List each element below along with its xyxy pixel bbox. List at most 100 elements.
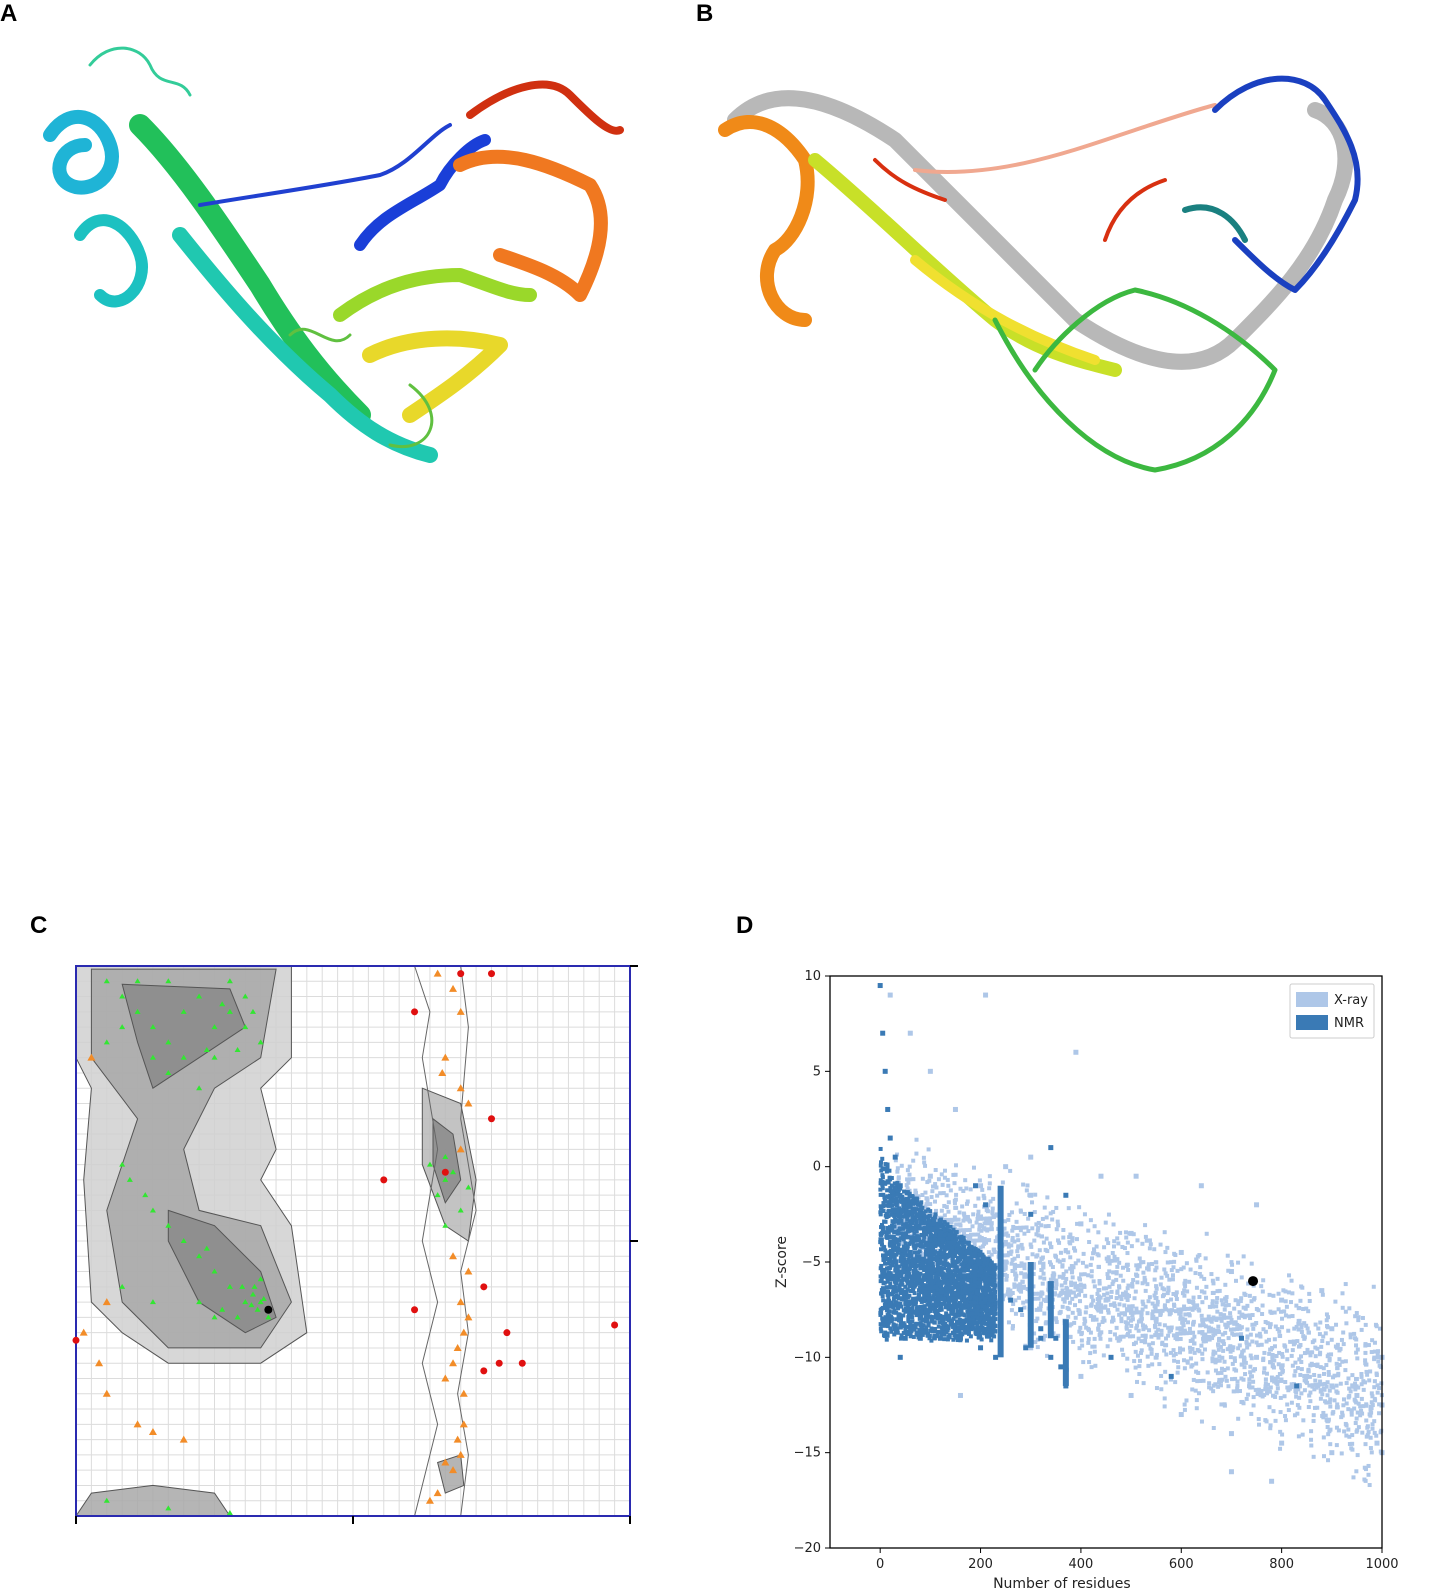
xray-cloud-point (1251, 1395, 1256, 1400)
nmr-cloud-point (957, 1317, 962, 1322)
xray-cloud-point (1378, 1430, 1383, 1435)
nmr-cloud-point (986, 1301, 991, 1306)
xray-cloud-point (1067, 1240, 1072, 1245)
xray-cloud-point (1182, 1293, 1187, 1298)
xray-cloud-point (1199, 1289, 1204, 1294)
xray-cloud-point (1144, 1238, 1149, 1243)
rama-point-allowed (449, 1252, 458, 1260)
xray-cloud-point (1297, 1405, 1302, 1410)
xray-cloud-point (1061, 1272, 1066, 1277)
xray-cloud-point (1356, 1425, 1361, 1430)
nmr-cloud-point (914, 1332, 919, 1337)
xray-cloud-point (1321, 1366, 1326, 1371)
xray-cloud-point (1245, 1327, 1250, 1332)
xray-point (1329, 1450, 1335, 1456)
nmr-cloud-point (879, 1206, 884, 1211)
xray-cloud-point (1377, 1402, 1382, 1407)
xray-cloud-point (1188, 1356, 1193, 1361)
xray-cloud-point (963, 1280, 968, 1285)
nmr-cloud-point (905, 1287, 910, 1292)
nmr-cloud-point (896, 1199, 901, 1204)
xray-cloud-point (1041, 1240, 1046, 1245)
xray-cloud-point (1132, 1296, 1137, 1301)
xray-cloud-point (1207, 1337, 1212, 1342)
nmr-point (892, 1326, 898, 1332)
nmr-cloud-point (993, 1289, 998, 1294)
xray-cloud-point (1092, 1224, 1097, 1229)
xray-cloud-point (1226, 1336, 1231, 1341)
nmr-cloud-point (916, 1292, 921, 1297)
nmr-cloud-point (894, 1247, 899, 1252)
xray-cloud-point (995, 1274, 1000, 1279)
xray-cloud-point (1289, 1278, 1294, 1283)
nmr-cloud-point (975, 1256, 980, 1261)
xray-cloud-point (1294, 1394, 1299, 1399)
xray-cloud-point (1363, 1358, 1368, 1363)
xray-cloud-point (1275, 1382, 1280, 1387)
rama-point-allowed (133, 1420, 142, 1428)
xray-cloud-point (1340, 1305, 1345, 1310)
zplot-y-tick-label: −5 (802, 1255, 821, 1270)
xray-cloud-point (1014, 1219, 1019, 1224)
nmr-cloud-point (883, 1162, 888, 1167)
xray-cloud-point (1233, 1376, 1238, 1381)
nmr-cloud-point (981, 1271, 986, 1276)
xray-cloud-point (1269, 1375, 1274, 1380)
xray-cloud-point (1296, 1327, 1301, 1332)
nmr-cloud-point (972, 1279, 977, 1284)
nmr-cloud-point (958, 1270, 963, 1275)
xray-cloud-point (990, 1210, 995, 1215)
xray-cloud-point (1054, 1320, 1059, 1325)
nmr-cloud-point (894, 1199, 899, 1204)
nmr-cloud-point (946, 1282, 951, 1287)
xray-cloud-point (1200, 1321, 1205, 1326)
nmr-cloud-point (970, 1275, 975, 1280)
nmr-cloud-point (966, 1298, 971, 1303)
rama-point-favoured (196, 1085, 203, 1091)
xray-point (1228, 1469, 1234, 1475)
nmr-cloud-point (906, 1315, 911, 1320)
xray-cloud-point (1294, 1324, 1299, 1329)
nmr-cloud-point (901, 1222, 906, 1227)
xray-cloud-point (1237, 1324, 1242, 1329)
xray-cloud-point (1245, 1345, 1250, 1350)
xray-cloud-point (1005, 1292, 1010, 1297)
xray-cloud-point (1010, 1257, 1015, 1262)
nmr-streak (1062, 1319, 1069, 1386)
xray-cloud-point (1329, 1352, 1334, 1357)
xray-cloud-point (1368, 1369, 1373, 1374)
xray-cloud-point (1163, 1380, 1168, 1385)
nmr-cloud-point (912, 1244, 917, 1249)
rama-point-allowed (433, 1489, 442, 1497)
xray-cloud-point (1205, 1370, 1210, 1375)
xray-cloud-point (1125, 1368, 1130, 1373)
xray-cloud-point (1272, 1344, 1277, 1349)
xray-cloud-point (1268, 1322, 1273, 1327)
rama-point-favoured (442, 1153, 449, 1159)
xray-cloud-point (1105, 1344, 1110, 1349)
xray-cloud-point (1350, 1383, 1355, 1388)
xray-cloud-point (1169, 1325, 1174, 1330)
nmr-cloud-point (881, 1208, 886, 1213)
xray-cloud-point (1183, 1278, 1188, 1283)
xray-cloud-point (1134, 1309, 1139, 1314)
xray-point (1354, 1392, 1360, 1398)
rama-point-allowed (464, 1267, 473, 1275)
nmr-cloud-point (978, 1326, 983, 1331)
xray-cloud-point (1068, 1255, 1073, 1260)
xray-cloud-point (1057, 1240, 1062, 1245)
nmr-cloud-point (908, 1235, 913, 1240)
xray-cloud-point (1361, 1387, 1366, 1392)
nmr-cloud-point (902, 1257, 907, 1262)
xray-cloud-point (1362, 1380, 1367, 1385)
xray-cloud-point (1083, 1293, 1088, 1298)
xray-cloud-point (1006, 1320, 1011, 1325)
rama-point-allowed (441, 1053, 450, 1061)
rama-point-favoured (165, 1039, 172, 1045)
xray-cloud-point (1197, 1295, 1202, 1300)
xray-cloud-point (1236, 1416, 1241, 1421)
xray-cloud-point (987, 1181, 992, 1186)
xray-cloud-point (985, 1209, 990, 1214)
xray-point (1133, 1173, 1139, 1179)
xray-cloud-point (1173, 1380, 1178, 1385)
